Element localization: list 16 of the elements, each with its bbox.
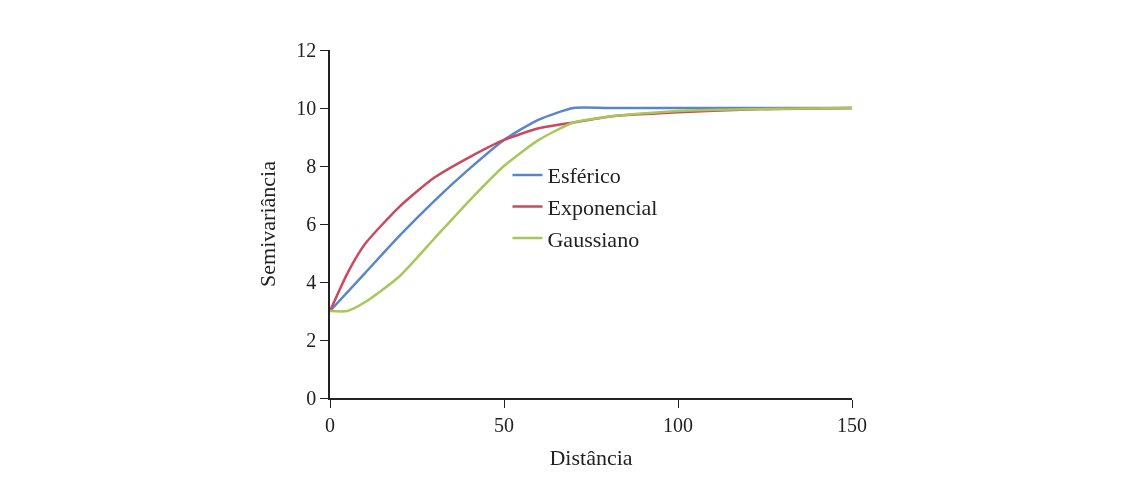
legend-label: Gaussiano bbox=[547, 226, 640, 252]
x-tick-label: 100 bbox=[663, 413, 693, 436]
y-tick-label: 12 bbox=[296, 39, 317, 61]
y-tick-label: 8 bbox=[306, 155, 317, 177]
y-tick-label: 0 bbox=[306, 387, 317, 409]
x-tick-label: 0 bbox=[325, 413, 335, 436]
x-tick-label: 50 bbox=[494, 413, 514, 436]
y-tick-label: 4 bbox=[306, 271, 317, 293]
legend-label: Exponencial bbox=[547, 195, 658, 221]
y-tick-label: 2 bbox=[306, 329, 317, 351]
x-axis-title: Distância bbox=[549, 445, 633, 471]
x-tick-label: 150 bbox=[837, 413, 867, 436]
y-tick-label: 10 bbox=[296, 97, 317, 119]
legend-label: Esférico bbox=[547, 163, 621, 189]
y-axis-title: Semivariância bbox=[254, 160, 280, 287]
y-tick-label: 6 bbox=[306, 213, 317, 235]
